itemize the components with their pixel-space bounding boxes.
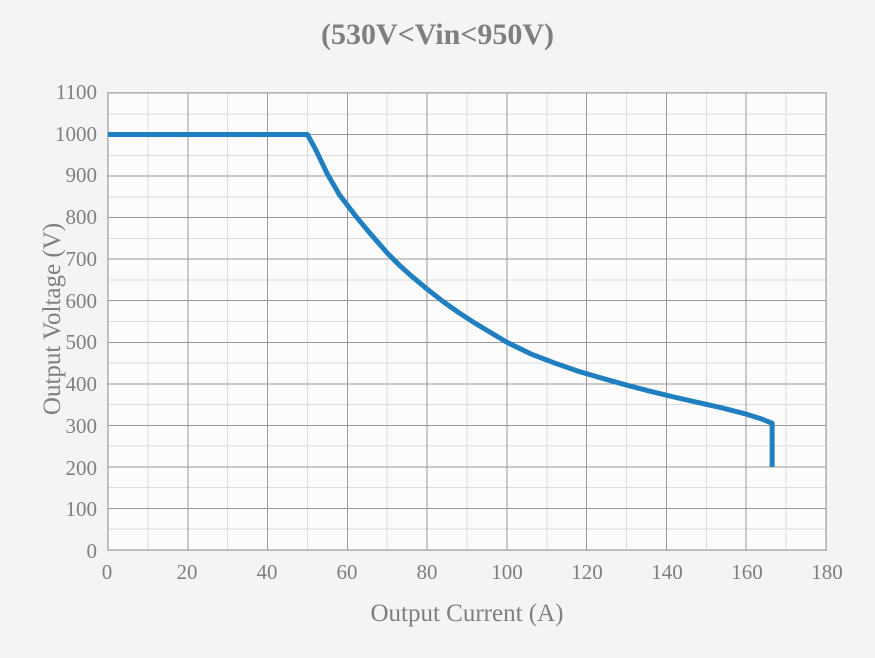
- x-axis-title: Output Current (A): [370, 600, 564, 627]
- data-series-group: [108, 132, 775, 467]
- y-tick-label: 700: [65, 246, 98, 271]
- grid-minor-lines: [108, 93, 826, 550]
- x-tick-label: 40: [256, 560, 278, 584]
- x-tick-label: 180: [811, 560, 843, 584]
- y-tick-label: 100: [65, 497, 98, 522]
- x-axis-tick-labels: 0 20 40 60 80 100 120 140 160 180: [102, 560, 843, 592]
- chart-title: (530V<Vin<950V): [320, 18, 555, 51]
- x-tick-label: 0: [101, 560, 113, 584]
- x-tick-label: 80: [416, 560, 438, 584]
- y-tick-label: 300: [65, 413, 98, 438]
- y-tick-label: 1000: [55, 121, 97, 146]
- y-axis-title: Output Voltage (V): [39, 222, 66, 416]
- y-tick-label: 1100: [55, 80, 97, 104]
- y-tick-label: 600: [65, 288, 98, 313]
- x-tick-label: 60: [336, 560, 358, 584]
- x-tick-label: 160: [731, 560, 763, 584]
- plot-svg: [108, 93, 826, 550]
- grid-major-lines: [108, 93, 826, 550]
- y-tick-label: 800: [65, 205, 98, 230]
- y-tick-label: 0: [86, 539, 98, 563]
- y-tick-label: 900: [65, 163, 98, 188]
- x-tick-label: 20: [176, 560, 198, 584]
- plot-area: [107, 92, 827, 551]
- y-axis-tick-labels: 0 100 200 300 400 500 600 700 800 900 1000 1100: [33, 82, 98, 562]
- y-tick-label: 400: [65, 372, 98, 397]
- y-tick-label: 500: [65, 330, 98, 355]
- x-tick-label: 140: [651, 560, 683, 584]
- data-line: [108, 132, 775, 467]
- x-tick-label: 120: [571, 560, 603, 584]
- x-tick-label: 100: [491, 560, 523, 584]
- y-tick-label: 200: [65, 455, 98, 480]
